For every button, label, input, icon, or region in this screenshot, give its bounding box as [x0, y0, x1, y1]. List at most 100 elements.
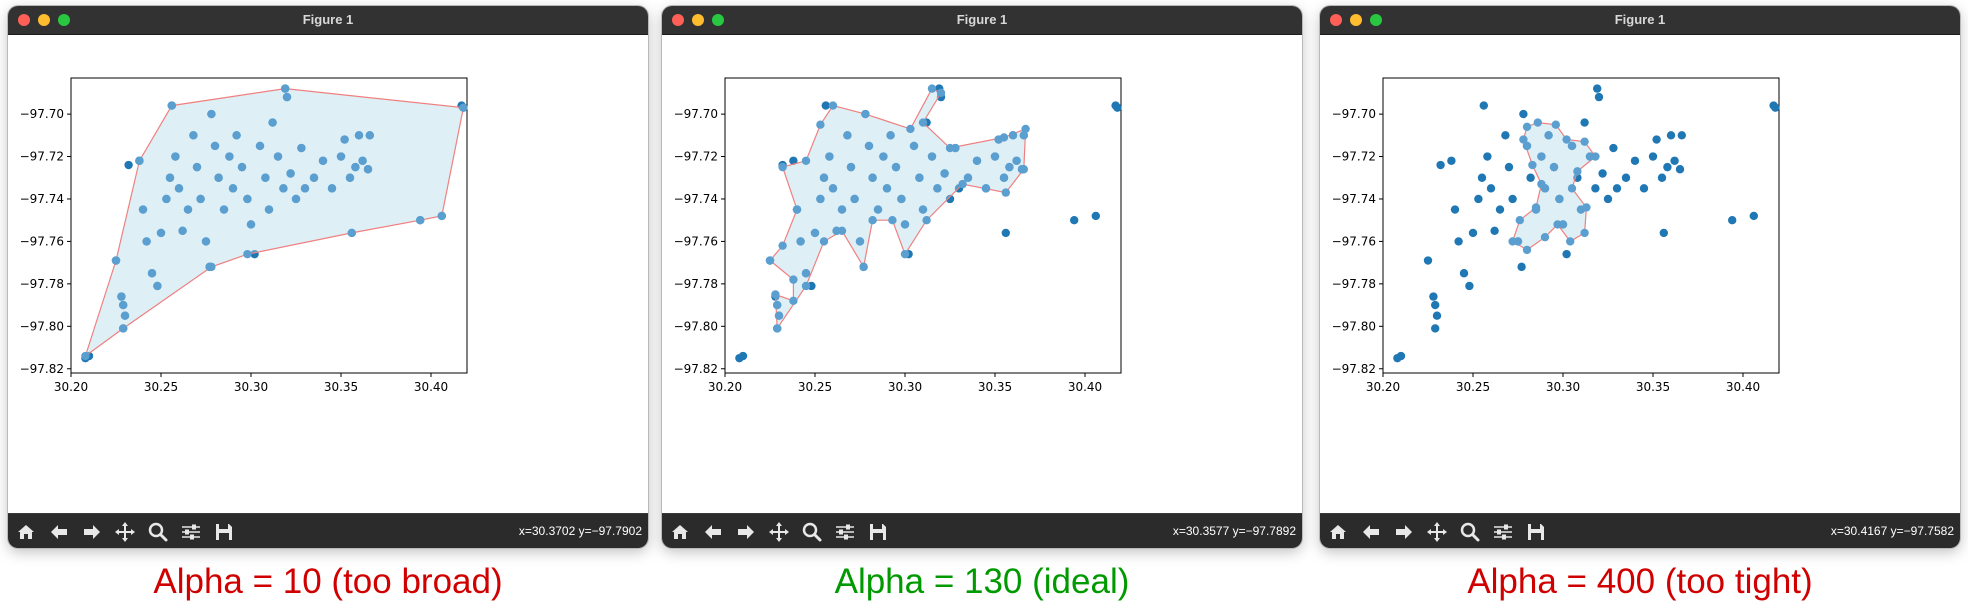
interior-point [162, 194, 171, 204]
save-floppy-button[interactable] [863, 518, 893, 545]
pan-move-button[interactable] [764, 518, 794, 545]
interior-point [225, 152, 234, 161]
y-tick-label: −97.82 [20, 362, 64, 376]
home-button[interactable] [1323, 518, 1353, 545]
close-window-button[interactable] [18, 14, 30, 26]
minimize-window-button[interactable] [692, 14, 704, 26]
window-titlebar[interactable]: Figure 1 [662, 6, 1302, 35]
hull-point [1522, 245, 1532, 255]
y-tick-label: −97.78 [1332, 277, 1376, 291]
interior-point [1576, 205, 1586, 214]
interior-point [309, 173, 319, 182]
interior-point [201, 237, 211, 246]
hull-point [958, 179, 967, 189]
scatter-plot[interactable]: 30.20 30.25 30.30 30.35 30.40 −97.70 −97.72 −97… [1320, 35, 1960, 509]
interior-point [933, 184, 942, 193]
zoom-magnifier-button[interactable] [797, 518, 827, 545]
interior-point [843, 131, 852, 140]
interior-point [868, 173, 877, 182]
scatter-point [1666, 131, 1676, 140]
plot-canvas[interactable]: 30.20 30.25 30.30 30.35 30.40 −97.70 −97.72 −97… [1320, 35, 1960, 509]
close-window-button[interactable] [1330, 14, 1342, 26]
scatter-point [1652, 135, 1661, 144]
forward-arrow-button[interactable] [77, 518, 107, 545]
zoom-window-button[interactable] [1370, 14, 1382, 26]
pan-move-button[interactable] [110, 518, 140, 545]
save-floppy-button[interactable] [1521, 518, 1551, 545]
interior-point [327, 184, 337, 193]
interior-point [147, 269, 157, 278]
interior-point [171, 152, 180, 161]
hull-point [437, 211, 446, 221]
scatter-point [1580, 118, 1589, 127]
y-tick-label: −97.78 [674, 277, 718, 291]
scatter-point [124, 160, 133, 170]
forward-arrow-button[interactable] [1389, 518, 1419, 545]
plot-canvas[interactable]: 30.20 30.25 30.30 30.35 30.40 −97.70 −97.72 −97… [662, 35, 1302, 509]
cursor-coordinates: x=30.3702 y=−97.7902 [518, 524, 642, 538]
back-arrow-button[interactable] [44, 518, 74, 545]
scatter-point [1113, 103, 1122, 112]
interior-point [1537, 152, 1546, 161]
configure-subplots-button[interactable] [176, 518, 206, 545]
x-tick-label: 30.30 [234, 380, 268, 394]
scatter-plot[interactable]: 30.20 30.25 30.30 30.35 30.40 −97.70 −97.72 −97… [662, 35, 1302, 509]
interior-point [915, 173, 924, 182]
hull-point [1519, 135, 1528, 144]
hull-point [773, 324, 782, 333]
interior-point [999, 173, 1009, 182]
data-layer [735, 84, 1122, 363]
hull-point [927, 84, 937, 93]
scatter-point [1591, 184, 1600, 193]
forward-arrow-button[interactable] [731, 518, 761, 545]
window-titlebar[interactable]: Figure 1 [8, 6, 648, 35]
hull-point [243, 249, 252, 259]
zoom-magnifier-button[interactable] [1455, 518, 1485, 545]
plot-canvas[interactable]: 30.20 30.25 30.30 30.35 30.40 −97.70 −97.72 −97… [8, 35, 648, 509]
back-arrow-button[interactable] [1356, 518, 1386, 545]
y-tick-label: −97.74 [674, 192, 718, 206]
hull-point [789, 275, 798, 284]
close-window-button[interactable] [672, 14, 684, 26]
minimize-window-button[interactable] [38, 14, 50, 26]
interior-point [365, 131, 374, 140]
interior-point [261, 173, 270, 182]
interior-point [205, 262, 214, 272]
zoom-window-button[interactable] [712, 14, 724, 26]
interior-point [879, 152, 888, 161]
forward-arrow-icon [84, 524, 100, 539]
configure-subplots-button[interactable] [1488, 518, 1518, 545]
hull-point [1533, 118, 1542, 127]
hull-point [936, 88, 946, 98]
interior-point [282, 92, 292, 102]
zoom-magnifier-button[interactable] [143, 518, 173, 545]
scatter-point [1474, 194, 1483, 204]
scatter-point [1670, 156, 1679, 165]
zoom-window-button[interactable] [58, 14, 70, 26]
minimize-window-button[interactable] [1350, 14, 1362, 26]
configure-subplots-button[interactable] [830, 518, 860, 545]
plot-area [70, 77, 468, 374]
scatter-point [1465, 281, 1474, 291]
hull-point [1580, 137, 1589, 146]
home-button[interactable] [11, 518, 41, 545]
scatter-point [1771, 103, 1780, 112]
back-arrow-button[interactable] [698, 518, 728, 545]
hull-point [859, 262, 868, 272]
scatter-plot[interactable]: 30.20 30.25 30.30 30.35 30.40 −97.70 −97.72 −97… [8, 35, 648, 509]
scatter-point [1603, 194, 1613, 204]
interior-point [864, 141, 874, 151]
save-floppy-button[interactable] [209, 518, 239, 545]
scatter-point [1479, 101, 1488, 110]
pan-move-button[interactable] [1422, 518, 1452, 545]
x-tick-label: 30.25 [1456, 380, 1490, 394]
data-layer [81, 84, 468, 363]
interior-point [819, 173, 829, 182]
scatter-point [1454, 237, 1463, 246]
hull-point [1566, 237, 1575, 246]
home-button[interactable] [665, 518, 695, 545]
y-tick-label: −97.80 [20, 319, 64, 333]
interior-point [994, 135, 1003, 144]
caption-alpha-10: Alpha = 10 (too broad) [153, 562, 503, 601]
window-titlebar[interactable]: Figure 1 [1320, 6, 1960, 35]
